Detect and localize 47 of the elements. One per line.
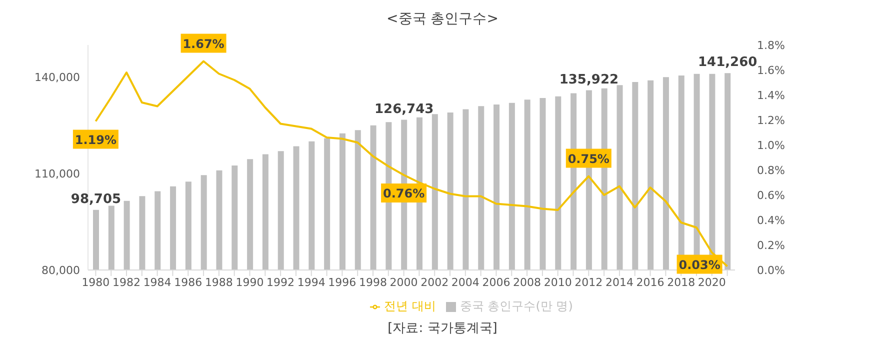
- data-label: 126,743: [374, 102, 434, 117]
- x-tick-label: 1988: [204, 276, 233, 289]
- x-tick-label: 2012: [574, 276, 603, 289]
- x-tick-label: 1992: [266, 276, 295, 289]
- data-label: 0.75%: [568, 152, 610, 166]
- x-tick-label: 1982: [112, 276, 141, 289]
- x-tick-label: 2014: [605, 276, 634, 289]
- x-tick-label: 2020: [698, 276, 726, 289]
- y2-tick-label: 1.4%: [757, 88, 785, 102]
- data-label: 141,260: [698, 55, 758, 70]
- y2-tick-label: 0.6%: [757, 188, 785, 202]
- y2-tick-label: 1.6%: [757, 64, 785, 77]
- data-label: 1.67%: [182, 36, 224, 51]
- y2-tick-label: 1.0%: [757, 138, 785, 152]
- x-tick-label: 2006: [482, 276, 510, 289]
- y2-tick-label: 0.4%: [757, 214, 785, 227]
- x-tick-label: 1990: [236, 276, 264, 289]
- y2-tick-label: 1.8%: [757, 38, 785, 52]
- data-label: 0.76%: [382, 186, 425, 200]
- x-tick-label: 2016: [636, 276, 664, 289]
- y-tick-label: 80,000: [42, 264, 80, 277]
- x-tick-label: 1984: [143, 276, 172, 289]
- x-tick-label: 1998: [358, 276, 387, 289]
- legend-label: 중국 총인구수(만 명): [460, 299, 573, 313]
- x-tick-label: 2004: [451, 276, 480, 289]
- y2-tick-label: 0.0%: [757, 264, 785, 277]
- y-tick-label: 110,000: [34, 167, 80, 180]
- data-label: 0.03%: [678, 258, 720, 272]
- y-tick-label: 140,000: [34, 71, 80, 84]
- chart-title: <중국 총인구수>: [386, 10, 500, 29]
- x-tick-label: 2008: [513, 276, 542, 289]
- x-tick-label: 1986: [174, 276, 202, 289]
- x-tick-label: 1980: [82, 276, 110, 289]
- x-tick-label: 2010: [544, 276, 572, 289]
- x-tick-label: 2000: [390, 276, 418, 289]
- data-label: 98,705: [70, 192, 122, 207]
- x-tick-label: 2002: [420, 276, 449, 289]
- data-label: 135,922: [559, 72, 619, 88]
- y2-tick-label: 0.2%: [757, 238, 785, 252]
- y2-tick-label: 1.2%: [757, 114, 785, 127]
- legend-label: 전년 대비: [384, 299, 436, 313]
- y2-tick-label: 0.8%: [757, 164, 785, 177]
- x-tick-label: 1996: [328, 276, 356, 289]
- x-tick-label: 2018: [667, 276, 696, 289]
- data-label: 1.19%: [74, 132, 117, 147]
- text: [자료: 국가통계국]: [386, 320, 498, 337]
- x-tick-label: 1994: [297, 276, 326, 289]
